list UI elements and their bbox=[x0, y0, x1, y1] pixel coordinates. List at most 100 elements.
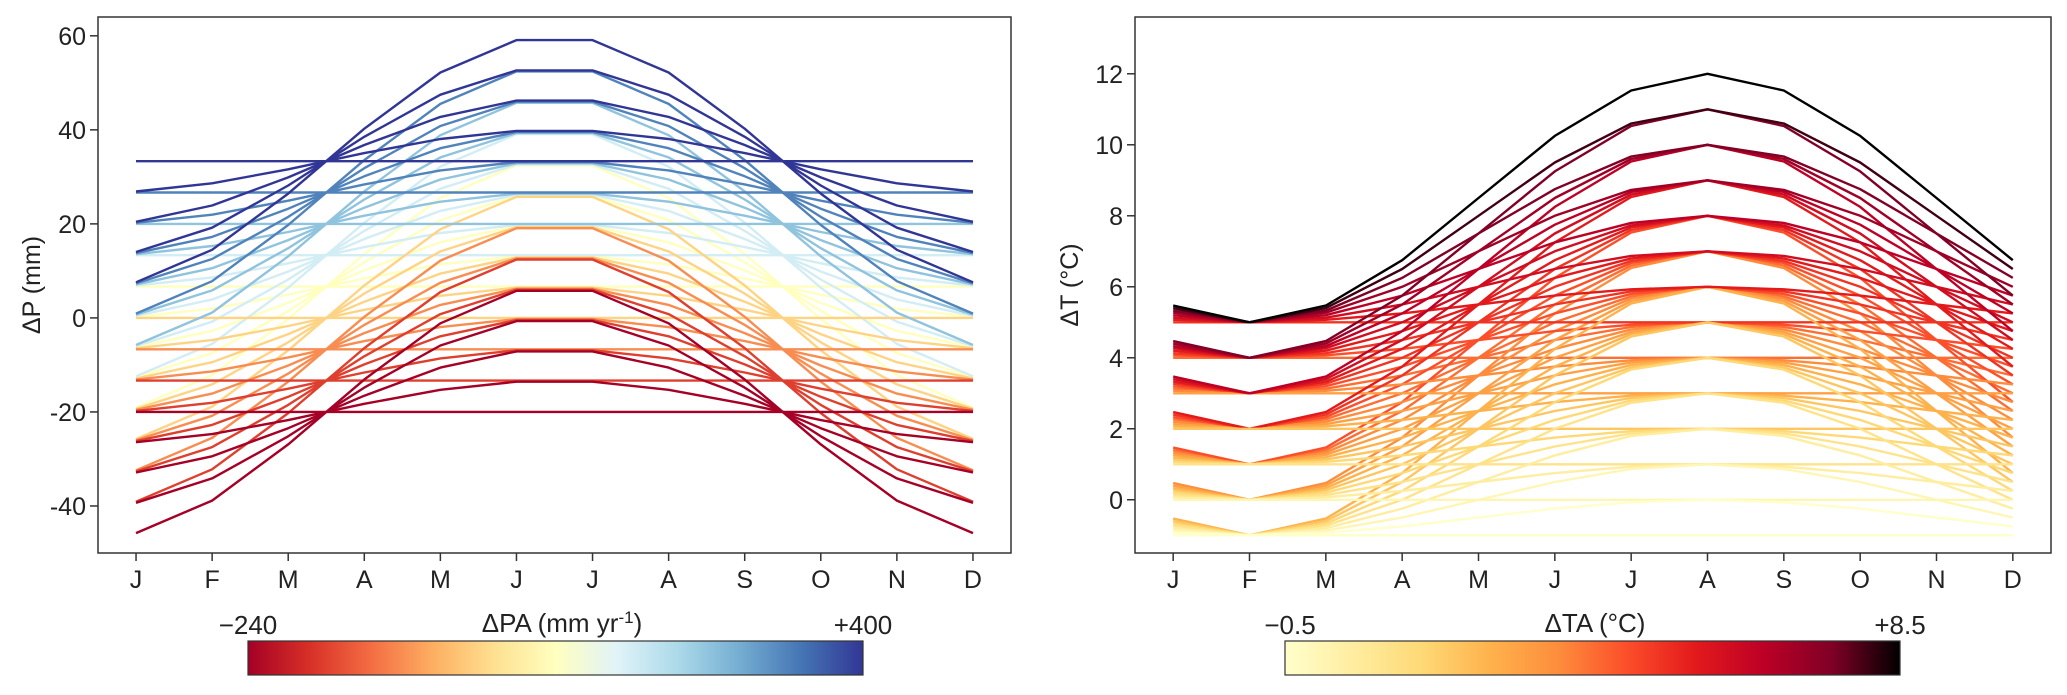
temp-x-tick-label: D bbox=[2004, 566, 2022, 594]
precip-series-line bbox=[135, 350, 974, 474]
precip-x-tick-label: M bbox=[278, 566, 299, 594]
precip-series-line bbox=[135, 38, 974, 284]
temp-series-line bbox=[1173, 392, 2013, 430]
temp-series-line bbox=[1173, 427, 2014, 501]
temp-series-line bbox=[1172, 250, 2014, 466]
temp-series-line bbox=[1173, 427, 2013, 466]
temp-y-axis-label: ΔT (°C) bbox=[1056, 243, 1084, 326]
precip-colorbar-min-label: −240 bbox=[219, 610, 278, 640]
temp-y-ticks: 0 2 4 6 8 10 12 bbox=[1095, 61, 1135, 515]
temp-series-line bbox=[1172, 214, 2014, 430]
precip-series-lines bbox=[135, 38, 974, 535]
precip-plot-frame bbox=[97, 16, 1012, 554]
temp-series-line bbox=[1173, 214, 2014, 395]
temp-series-line bbox=[1173, 321, 2014, 395]
temp-series-line bbox=[1173, 214, 2014, 324]
precip-y-tick-label: 20 bbox=[58, 211, 86, 239]
temp-x-tick-label: M bbox=[1315, 566, 1336, 594]
temp-series-line bbox=[1172, 143, 2014, 395]
temp-series-line bbox=[1173, 427, 2014, 537]
temp-series-line bbox=[1173, 392, 2014, 537]
temp-series-line bbox=[1173, 179, 2014, 324]
temp-x-tick-label: A bbox=[1394, 566, 1411, 594]
temp-series-line bbox=[1173, 214, 2014, 359]
temp-series-line bbox=[1173, 463, 2013, 501]
temp-x-tick-label: N bbox=[1927, 566, 1945, 594]
temp-series-line bbox=[1173, 321, 2013, 359]
temp-series-line bbox=[1173, 356, 2014, 537]
temp-series-line bbox=[1172, 72, 2014, 324]
temp-y-tick-label: 0 bbox=[1109, 487, 1123, 515]
precip-colorbar-title-sup: -1 bbox=[618, 608, 633, 627]
temp-series-line bbox=[1173, 250, 2014, 395]
precip-x-tick-label: A bbox=[356, 566, 373, 594]
temp-y-tick-label: 8 bbox=[1109, 203, 1123, 231]
temp-series-line bbox=[1173, 392, 2014, 466]
temp-plot-frame bbox=[1134, 16, 2052, 554]
temp-series-line bbox=[1173, 392, 2014, 501]
precip-x-tick-label: J bbox=[586, 566, 599, 594]
precip-x-tick-label: J bbox=[510, 566, 523, 594]
precip-y-axis-label: ΔP (mm) bbox=[18, 236, 46, 334]
precip-series-line bbox=[135, 380, 974, 444]
temp-series-line bbox=[1172, 285, 2014, 537]
precip-series-line bbox=[135, 69, 974, 254]
temp-series-line bbox=[1172, 179, 2014, 395]
temp-series-line bbox=[1173, 321, 2014, 501]
temp-series-line bbox=[1173, 498, 2013, 537]
precip-x-tick-label: D bbox=[964, 566, 982, 594]
precip-colorbar-title: ΔPA (mm yr-1) bbox=[482, 608, 643, 639]
temp-series-line bbox=[1172, 179, 2014, 430]
temp-series-line bbox=[1173, 285, 2014, 466]
temp-series-line bbox=[1173, 285, 2014, 395]
temp-series-line bbox=[1173, 463, 2014, 537]
precip-y-tick-label: 0 bbox=[72, 305, 86, 333]
precip-x-tick-label: M bbox=[430, 566, 451, 594]
temp-series-line bbox=[1173, 321, 2014, 430]
temp-series-line bbox=[1173, 250, 2014, 359]
precip-series-line bbox=[135, 99, 974, 223]
precip-y-ticks: 60 40 20 0 -20 -40 bbox=[50, 23, 98, 521]
temp-series-line bbox=[1173, 285, 2014, 430]
precip-x-tick-label: J bbox=[130, 566, 143, 594]
temp-y-tick-label: 12 bbox=[1095, 61, 1123, 89]
temp-x-tick-label: J bbox=[1167, 566, 1180, 594]
temp-chart: 0 2 4 6 8 10 12 J F M A M J J A S O N D ΔT (°C) −0.5 +8.5… bbox=[1056, 16, 2052, 676]
precip-x-tick-label: N bbox=[888, 566, 906, 594]
temp-x-tick-label: S bbox=[1775, 566, 1792, 594]
precip-colorbar bbox=[247, 640, 864, 676]
temp-y-tick-label: 4 bbox=[1109, 345, 1123, 373]
temp-y-tick-label: 10 bbox=[1095, 132, 1123, 160]
precip-series-line bbox=[135, 289, 974, 535]
temp-y-tick-label: 6 bbox=[1109, 274, 1123, 302]
temp-x-tick-label: J bbox=[1549, 566, 1562, 594]
temp-series-line bbox=[1173, 321, 2014, 466]
temp-series-line bbox=[1172, 214, 2014, 466]
temp-colorbar-min-label: −0.5 bbox=[1264, 610, 1315, 640]
temp-x-tick-label: F bbox=[1242, 566, 1257, 594]
temp-series-line bbox=[1172, 143, 2014, 359]
temp-series-line bbox=[1173, 356, 2014, 501]
precip-y-tick-label: -40 bbox=[50, 493, 86, 521]
temp-x-tick-label: O bbox=[1850, 566, 1869, 594]
temp-series-lines bbox=[1172, 72, 2014, 537]
precip-colorbar-title-main: ΔPA (mm yr bbox=[482, 608, 619, 638]
temp-y-tick-label: 2 bbox=[1109, 416, 1123, 444]
precip-colorbar-title-end: ) bbox=[634, 608, 643, 638]
temp-series-line bbox=[1173, 250, 2014, 430]
temp-series-line bbox=[1173, 179, 2014, 359]
temp-series-line bbox=[1173, 356, 2014, 430]
temp-series-line bbox=[1173, 250, 2014, 324]
temp-series-line bbox=[1173, 143, 2014, 324]
temp-x-tick-label: J bbox=[1625, 566, 1638, 594]
temp-series-line bbox=[1172, 250, 2014, 501]
temp-series-line bbox=[1173, 356, 2014, 466]
precip-y-tick-label: -20 bbox=[50, 399, 86, 427]
precip-x-tick-label: F bbox=[204, 566, 219, 594]
precip-series-line bbox=[135, 129, 974, 193]
precip-series-line bbox=[135, 319, 974, 504]
temp-series-line bbox=[1172, 108, 2014, 324]
